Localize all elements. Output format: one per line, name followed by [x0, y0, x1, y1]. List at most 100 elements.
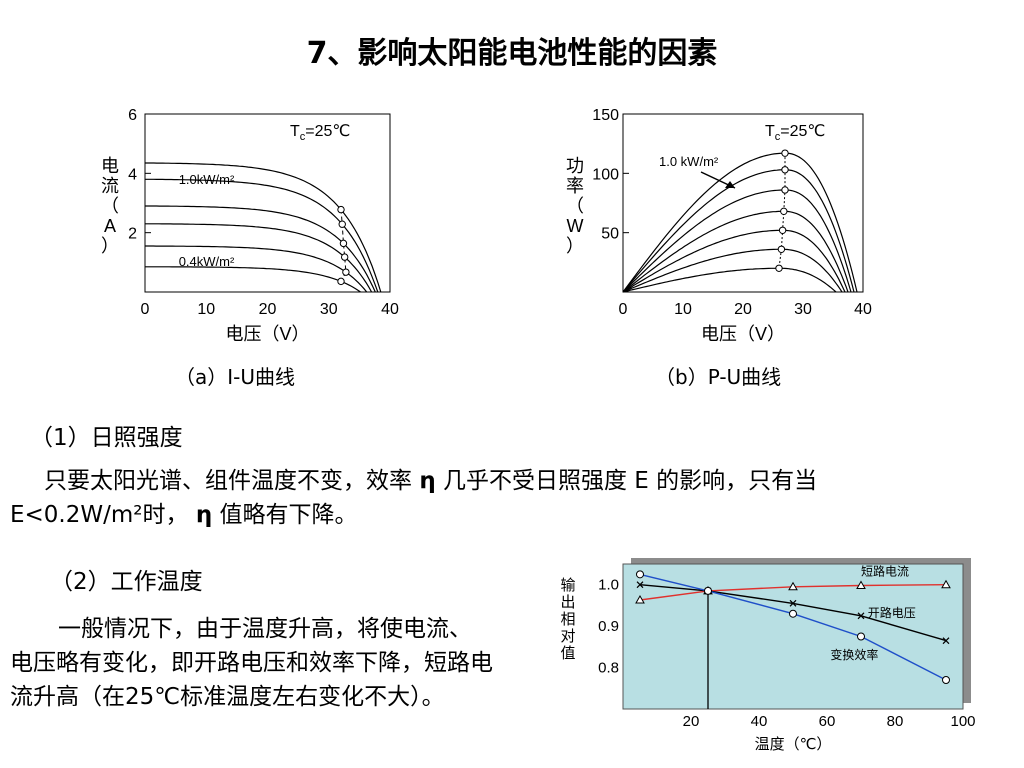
mpp-point — [337, 205, 345, 214]
iu-chart-caption: （a）I-U曲线 — [175, 365, 296, 389]
y-axis-label-char: 电 — [101, 156, 119, 176]
y-axis-label-char: （ — [101, 196, 119, 216]
series-label-efficiency: 变换效率 — [830, 647, 878, 662]
peak-point — [780, 207, 788, 216]
y-axis-label: 电流（A） — [101, 156, 119, 256]
chart-condition-label: Tc=25℃ — [290, 123, 350, 143]
series-label-isc: 短路电流 — [861, 563, 909, 578]
x-tick-label: 100 — [950, 713, 975, 730]
section-2-body: 一般情况下，由于温度升高，将使电流、电压略有变化，即开路电压和效率下降，短路电流… — [10, 616, 493, 710]
y-axis-label-char: ） — [101, 236, 119, 256]
data-point — [789, 599, 797, 607]
pu-chart: 0 10 20 30 40 50 100 150 电压（V） 功率（W） Tc=25℃ 1.0 kW/… — [566, 107, 872, 344]
y-tick-label: 4 — [128, 166, 137, 183]
y-axis-label-char: 出 — [560, 594, 575, 611]
data-point — [635, 595, 645, 604]
pu-curve-7 — [622, 267, 837, 293]
pu-curve-1 — [622, 152, 858, 293]
y-axis-label-char: （ — [566, 196, 584, 216]
irradiance-label-low: 0.4kW/m² — [179, 254, 235, 269]
y-axis-label-char: W — [567, 216, 584, 236]
pu-chart-caption: （b）P-U曲线 — [655, 365, 782, 389]
data-point — [857, 612, 865, 620]
y-tick-label: 50 — [601, 226, 619, 243]
eta-symbol: η — [419, 468, 436, 494]
plot-frame — [622, 113, 864, 293]
iu-curve-4 — [145, 223, 373, 293]
x-tick-label: 20 — [734, 301, 752, 318]
iu-curve-3 — [145, 205, 376, 293]
x-tick-label: 40 — [381, 301, 399, 318]
y-tick-label: 6 — [128, 107, 137, 124]
eta-symbol: η — [195, 502, 213, 528]
peak-point — [781, 166, 789, 174]
y-axis-label-char: 相 — [560, 611, 575, 628]
data-point — [942, 676, 950, 684]
series-label-voc: 开路电压 — [868, 605, 916, 620]
y-axis-label-char: A — [104, 216, 116, 236]
y-axis-label-char: 流 — [101, 176, 119, 196]
mpp-point — [338, 220, 346, 228]
y-axis-label-char: 功 — [566, 156, 584, 176]
y-tick-label: 1.0 — [598, 577, 619, 594]
x-axis-label: 电压（V） — [225, 324, 309, 344]
x-axis-label: 温度（℃） — [755, 736, 832, 753]
pu-curve-5 — [622, 229, 846, 293]
y-tick-label: 0.9 — [598, 618, 619, 635]
pu-curve-6 — [622, 248, 843, 293]
section-1-body: 只要太阳光谱、组件温度不变，效率 η 几乎不受日照强度 E 的影响，只有当 E<… — [10, 464, 1010, 532]
x-tick-label: 40 — [854, 301, 872, 318]
x-tick-label: 40 — [751, 713, 768, 730]
y-axis-label-char: 率 — [566, 176, 584, 196]
x-tick-label: 0 — [141, 301, 150, 318]
section-1-text-c: E<0.2W/m²时， — [10, 502, 189, 528]
y-axis-label-char: 值 — [560, 645, 575, 662]
x-tick-label: 0 — [619, 301, 628, 318]
iu-curve-6 — [145, 266, 361, 293]
x-tick-label: 10 — [197, 301, 215, 318]
mpp-point — [339, 239, 348, 248]
data-point — [942, 637, 950, 645]
irradiance-label: 1.0 kW/m² — [659, 154, 719, 169]
data-point — [941, 579, 951, 589]
section-1-text-b: 几乎不受日照强度 E 的影响，只有当 — [443, 468, 818, 494]
data-point — [856, 580, 866, 590]
pu-curve-4 — [622, 210, 849, 293]
pu-curve-2 — [622, 169, 855, 293]
x-axis-label: 电压（V） — [701, 324, 785, 344]
data-point — [857, 632, 865, 641]
iu-curve-5 — [145, 245, 368, 293]
chart-condition-label: Tc=25℃ — [765, 123, 825, 143]
plot-frame — [144, 113, 391, 293]
peak-point — [777, 245, 786, 253]
data-point — [789, 609, 797, 618]
data-point — [636, 570, 644, 579]
x-tick-label: 30 — [320, 301, 338, 318]
y-axis-label: 功率（W） — [566, 156, 584, 256]
x-tick-label: 30 — [794, 301, 812, 318]
data-point — [788, 581, 798, 591]
page-title: 7、影响太阳能电池性能的因素 — [306, 36, 718, 71]
data-point — [636, 581, 644, 589]
peak-point — [781, 149, 789, 157]
iu-curve-2 — [145, 178, 379, 293]
iu-chart: 0 10 20 30 40 2 4 6 电压（V） 电流（A） Tc=25℃ 1.0kW/m² 0.4k… — [101, 107, 399, 344]
mpp-point — [342, 268, 350, 276]
x-tick-label: 20 — [259, 301, 277, 318]
y-axis-label-char: ） — [566, 236, 584, 256]
y-tick-label: 0.8 — [598, 660, 619, 677]
section-2-heading: （2）工作温度 — [50, 569, 203, 595]
peak-point — [778, 226, 787, 234]
x-tick-label: 80 — [887, 713, 904, 730]
irradiance-arrowhead — [725, 181, 735, 188]
x-tick-label: 10 — [674, 301, 692, 318]
pu-curve-3 — [622, 189, 852, 293]
section-1-text-a: 只要太阳光谱、组件温度不变，效率 — [44, 468, 412, 494]
mpp-point — [337, 277, 345, 286]
data-point — [704, 586, 712, 595]
y-tick-label: 2 — [128, 226, 137, 243]
section-1-heading: （1）日照强度 — [30, 425, 183, 451]
y-tick-label: 100 — [592, 166, 619, 183]
